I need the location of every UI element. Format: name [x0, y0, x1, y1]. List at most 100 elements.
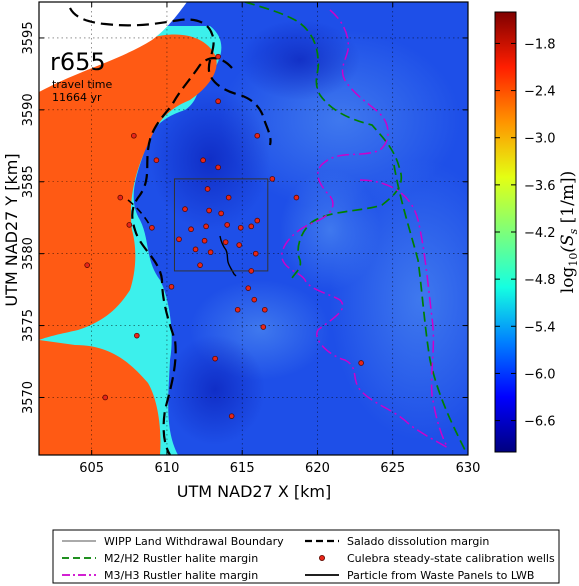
colorbar-tick-label: −3.6: [524, 179, 556, 194]
calibration-well: [215, 164, 221, 171]
calibration-well: [203, 223, 209, 230]
calibration-well: [176, 236, 182, 243]
calibration-well: [149, 224, 155, 231]
calibration-well: [182, 206, 188, 212]
m2h2-margin-line: [393, 164, 466, 451]
m3h3-margin-line: [359, 179, 449, 449]
m2h2-margin-line: [244, 2, 403, 279]
calibration-well: [269, 176, 276, 182]
x-tick-label: 605: [79, 461, 104, 476]
texture-blob: [240, 20, 360, 100]
travel-time-value: 11664 yr: [52, 91, 102, 104]
calibration-well: [188, 226, 194, 233]
no-data-region: [39, 2, 187, 92]
colorbar-tick-label: −1.8: [524, 37, 556, 52]
calibration-well: [251, 296, 258, 303]
x-tick-label: 625: [380, 461, 405, 476]
x-tick-label: 620: [305, 461, 330, 476]
calibration-well: [224, 222, 230, 228]
legend-entry: Particle from Waste Panels to LWB: [305, 569, 534, 582]
calibration-well: [245, 285, 252, 291]
wipp-land-withdrawal-boundary: [173, 178, 269, 272]
legend-label: M2/H2 Rustler halite margin: [104, 552, 258, 565]
high-storativity-zone: [39, 340, 161, 455]
calibration-well: [102, 394, 109, 401]
calibration-well: [84, 262, 90, 268]
colorbar-label-prefix: log: [558, 267, 578, 294]
texture-blob: [165, 335, 265, 445]
salado-margin-line: [69, 7, 272, 146]
calibration-well: [131, 132, 137, 139]
colorbar-tick-label: −6.0: [524, 367, 556, 382]
legend-label: Culebra steady-state calibration wells: [347, 552, 555, 565]
colorbar-tick-label: −3.0: [524, 132, 556, 147]
legend-entry: M2/H2 Rustler halite margin: [62, 552, 258, 565]
calibration-well: [228, 413, 235, 419]
calibration-well: [204, 186, 211, 192]
y-tick-label: 3585: [21, 165, 36, 198]
margin-lines: [69, 2, 466, 455]
calibration-well: [234, 306, 241, 313]
calibration-well: [252, 250, 259, 257]
legend-label: Particle from Waste Panels to LWB: [347, 569, 534, 582]
calibration-well: [206, 207, 212, 214]
salado-margin-line: [127, 199, 153, 231]
legend-swatch: [318, 555, 325, 562]
colorbar-label: log10(Ss [1/m]): [558, 171, 579, 293]
calibration-well: [248, 268, 255, 274]
colorbar-tick-label: −6.6: [524, 415, 556, 430]
calibration-well: [168, 283, 175, 290]
legend: WIPP Land Withdrawal Boundary Salado diss…: [52, 529, 560, 584]
calibration-well: [254, 217, 261, 224]
colorbar-tick-label: −5.4: [524, 320, 556, 335]
calibration-well: [126, 222, 133, 228]
x-tick-label: 610: [155, 461, 180, 476]
calibration-well: [153, 157, 160, 163]
calibration-well: [260, 324, 267, 330]
colorbar-tick-label: −4.8: [524, 273, 556, 288]
calibration-well: [293, 194, 300, 201]
calibration-well: [222, 239, 229, 245]
calibration-well: [192, 246, 199, 253]
m3h3-margin-line: [281, 9, 449, 449]
y-tick-label: 3595: [21, 21, 36, 54]
calibration-well: [207, 249, 214, 256]
colorbar-tick-label: −4.2: [524, 226, 556, 241]
calibration-well: [134, 332, 140, 339]
calibration-well: [254, 132, 261, 139]
salado-margin-line: [131, 57, 233, 455]
wells-layer: [84, 53, 364, 419]
calibration-well: [197, 262, 203, 268]
colorbar-label-sub2: s: [567, 228, 579, 234]
y-tick-label: 3575: [21, 309, 36, 342]
legend-entry: WIPP Land Withdrawal Boundary: [62, 535, 284, 548]
legend-label: Salado dissolution margin: [347, 535, 489, 548]
legend-entry: Salado dissolution margin: [305, 535, 489, 548]
travel-time-label: travel time: [52, 78, 112, 91]
calibration-well: [225, 194, 232, 201]
calibration-well: [236, 242, 243, 248]
y-tick-label: 3570: [21, 381, 36, 414]
y-axis-label: UTM NAD27 Y [km]: [2, 153, 21, 306]
colorbar-label-sub: 10: [567, 253, 579, 267]
texture-blob: [150, 90, 270, 230]
legend-label: WIPP Land Withdrawal Boundary: [104, 535, 284, 548]
high-storativity-zone: [39, 34, 217, 341]
texture-blob: [280, 170, 380, 290]
colorbar-label-suffix: [1/m]): [558, 171, 578, 229]
colorbar-label-body: (S: [558, 234, 578, 252]
calibration-well: [212, 355, 218, 362]
legend-label: M3/H3 Rustler halite margin: [104, 569, 258, 582]
y-axis: 3570 3575 3580 3585 3590 3595: [21, 21, 468, 414]
x-tick-label: 630: [456, 461, 481, 476]
y-tick-label: 3590: [21, 93, 36, 126]
y-tick-label: 3580: [21, 237, 36, 270]
calibration-well: [358, 360, 364, 366]
calibration-well: [200, 157, 206, 163]
plot-frame: [38, 1, 469, 456]
legend-entry: Culebra steady-state calibration wells: [318, 552, 555, 565]
calibration-well: [117, 194, 124, 201]
legend-entry: M3/H3 Rustler halite margin: [62, 569, 258, 582]
particle-path: [219, 235, 237, 277]
run-label: r655: [50, 48, 106, 76]
